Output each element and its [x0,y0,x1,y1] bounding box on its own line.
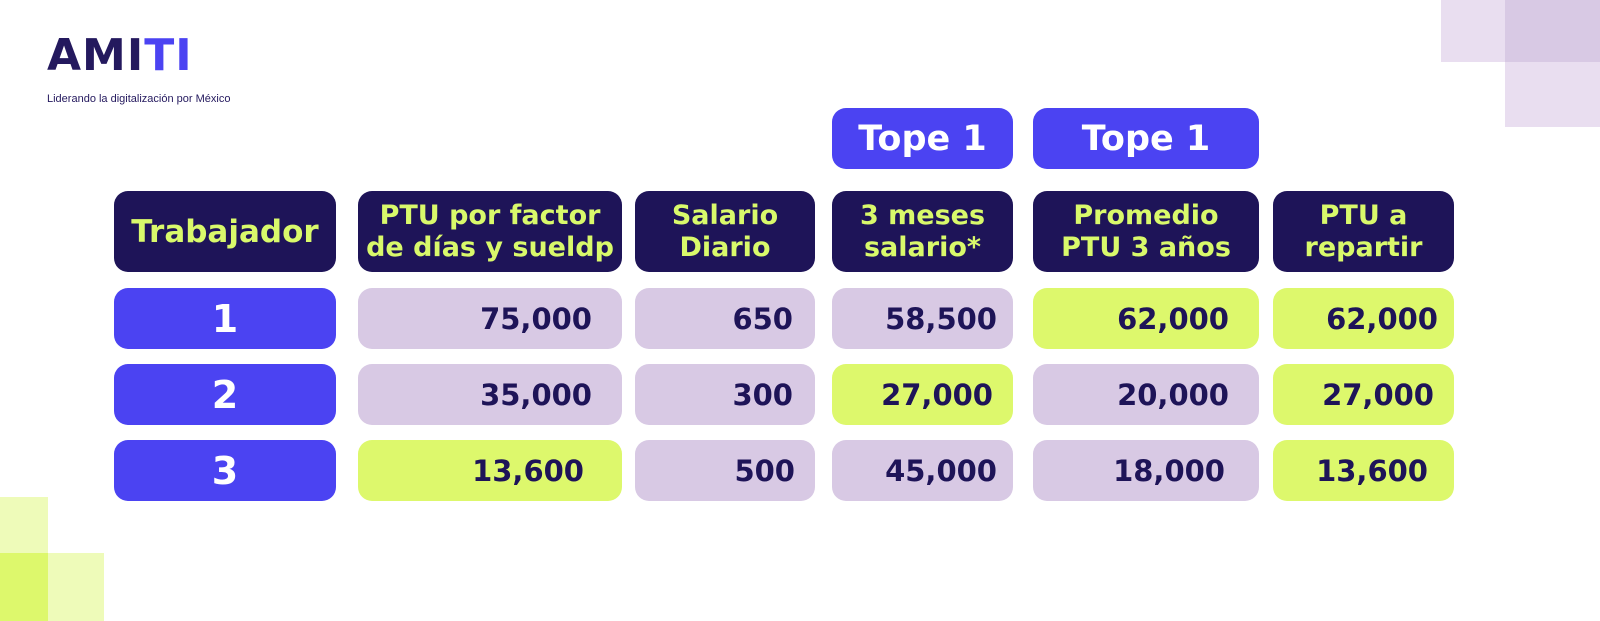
header-salario-diario: Salario Diario [635,191,815,272]
header-ptu-factor: PTU por factor de días y sueldp [358,191,622,272]
header-ptu-a-repartir: PTU a repartir [1273,191,1454,272]
table-cell-r1-ptu-factor: 75,000 [358,288,622,349]
decor-square-bottom-left-3 [48,553,104,621]
tope-label-promedio: Tope 1 [1033,108,1259,169]
row-label-trabajador-2: 2 [114,364,336,425]
logo-tagline: Liderando la digitalización por México [47,93,231,105]
header-trabajador: Trabajador [114,191,336,272]
decor-square-top-right-1 [1441,0,1505,62]
brand-logo: AMITI Liderando la digitalización por Mé… [47,30,247,110]
row-label-trabajador-1: 1 [114,288,336,349]
header-3-meses-salario: 3 meses salario* [832,191,1013,272]
logo-wordmark: AMITI [47,30,193,81]
table-cell-r2-ptu-repartir: 27,000 [1273,364,1454,425]
table-cell-r3-3-meses: 45,000 [832,440,1013,501]
table-cell-r1-salario-diario: 650 [635,288,815,349]
table-cell-r2-3-meses: 27,000 [832,364,1013,425]
decor-square-bottom-left-2 [0,553,48,621]
table-cell-r2-salario-diario: 300 [635,364,815,425]
row-label-trabajador-3: 3 [114,440,336,501]
decor-square-top-right-3 [1505,62,1600,127]
tope-label-salario: Tope 1 [832,108,1013,169]
table-cell-r1-ptu-repartir: 62,000 [1273,288,1454,349]
decor-square-top-right-2 [1505,0,1600,62]
table-cell-r1-promedio: 62,000 [1033,288,1259,349]
table-cell-r3-ptu-factor: 13,600 [358,440,622,501]
header-promedio-ptu: Promedio PTU 3 años [1033,191,1259,272]
table-cell-r2-ptu-factor: 35,000 [358,364,622,425]
table-cell-r3-salario-diario: 500 [635,440,815,501]
table-cell-r1-3-meses: 58,500 [832,288,1013,349]
table-cell-r2-promedio: 20,000 [1033,364,1259,425]
table-cell-r3-ptu-repartir: 13,600 [1273,440,1454,501]
table-cell-r3-promedio: 18,000 [1033,440,1259,501]
decor-square-bottom-left-1 [0,497,48,553]
